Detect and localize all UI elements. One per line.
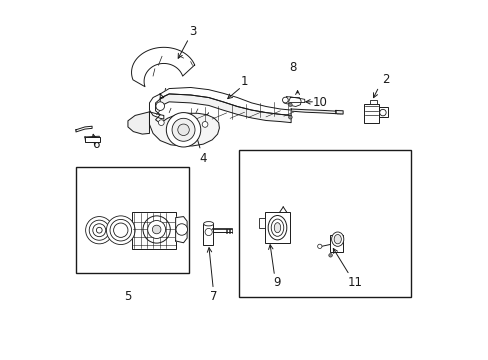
Text: 5: 5 (124, 290, 131, 303)
Circle shape (178, 124, 189, 135)
Circle shape (166, 113, 201, 147)
Circle shape (282, 97, 287, 103)
Text: 3: 3 (188, 25, 196, 38)
Bar (203, 224, 212, 244)
Ellipse shape (267, 216, 286, 240)
Circle shape (142, 216, 170, 243)
Circle shape (158, 120, 164, 126)
Polygon shape (175, 217, 187, 243)
Bar (258, 219, 265, 228)
Polygon shape (290, 109, 335, 114)
Text: 2: 2 (382, 73, 389, 86)
Bar (329, 234, 343, 252)
Bar (378, 107, 387, 117)
Bar (239, 149, 410, 297)
Circle shape (176, 224, 187, 235)
Polygon shape (160, 87, 290, 116)
Polygon shape (76, 126, 92, 132)
Circle shape (152, 225, 161, 234)
Circle shape (379, 109, 386, 116)
Polygon shape (335, 111, 343, 114)
Circle shape (93, 224, 105, 237)
Circle shape (85, 217, 113, 244)
Polygon shape (160, 94, 290, 123)
Circle shape (288, 103, 292, 107)
Bar (363, 104, 378, 123)
Ellipse shape (274, 223, 280, 233)
Circle shape (113, 223, 128, 237)
Circle shape (156, 102, 164, 111)
Bar (85, 136, 100, 142)
Polygon shape (288, 98, 301, 107)
Text: 11: 11 (347, 276, 363, 289)
Polygon shape (85, 136, 100, 142)
Circle shape (106, 216, 135, 244)
Circle shape (288, 116, 292, 119)
Text: 9: 9 (272, 276, 280, 289)
Text: 4: 4 (199, 152, 206, 165)
Bar (265, 212, 289, 243)
Bar (131, 212, 176, 249)
Text: 6: 6 (92, 138, 99, 150)
Bar (76, 167, 188, 273)
Polygon shape (131, 47, 194, 87)
Ellipse shape (271, 219, 283, 236)
Ellipse shape (333, 234, 341, 244)
Circle shape (172, 118, 195, 141)
Circle shape (202, 122, 207, 127)
Circle shape (110, 220, 131, 241)
Circle shape (147, 221, 165, 238)
Circle shape (96, 227, 102, 233)
Circle shape (317, 244, 321, 248)
Bar (369, 100, 376, 104)
Circle shape (204, 228, 212, 235)
Text: 7: 7 (210, 290, 217, 303)
Polygon shape (149, 112, 219, 146)
Circle shape (89, 220, 109, 240)
Ellipse shape (203, 222, 213, 226)
Text: 1: 1 (240, 75, 248, 88)
Polygon shape (283, 97, 304, 104)
Ellipse shape (331, 232, 343, 246)
Circle shape (328, 253, 332, 257)
Text: 10: 10 (312, 96, 326, 109)
Text: 8: 8 (288, 60, 296, 73)
Polygon shape (128, 112, 149, 134)
Polygon shape (149, 94, 163, 119)
